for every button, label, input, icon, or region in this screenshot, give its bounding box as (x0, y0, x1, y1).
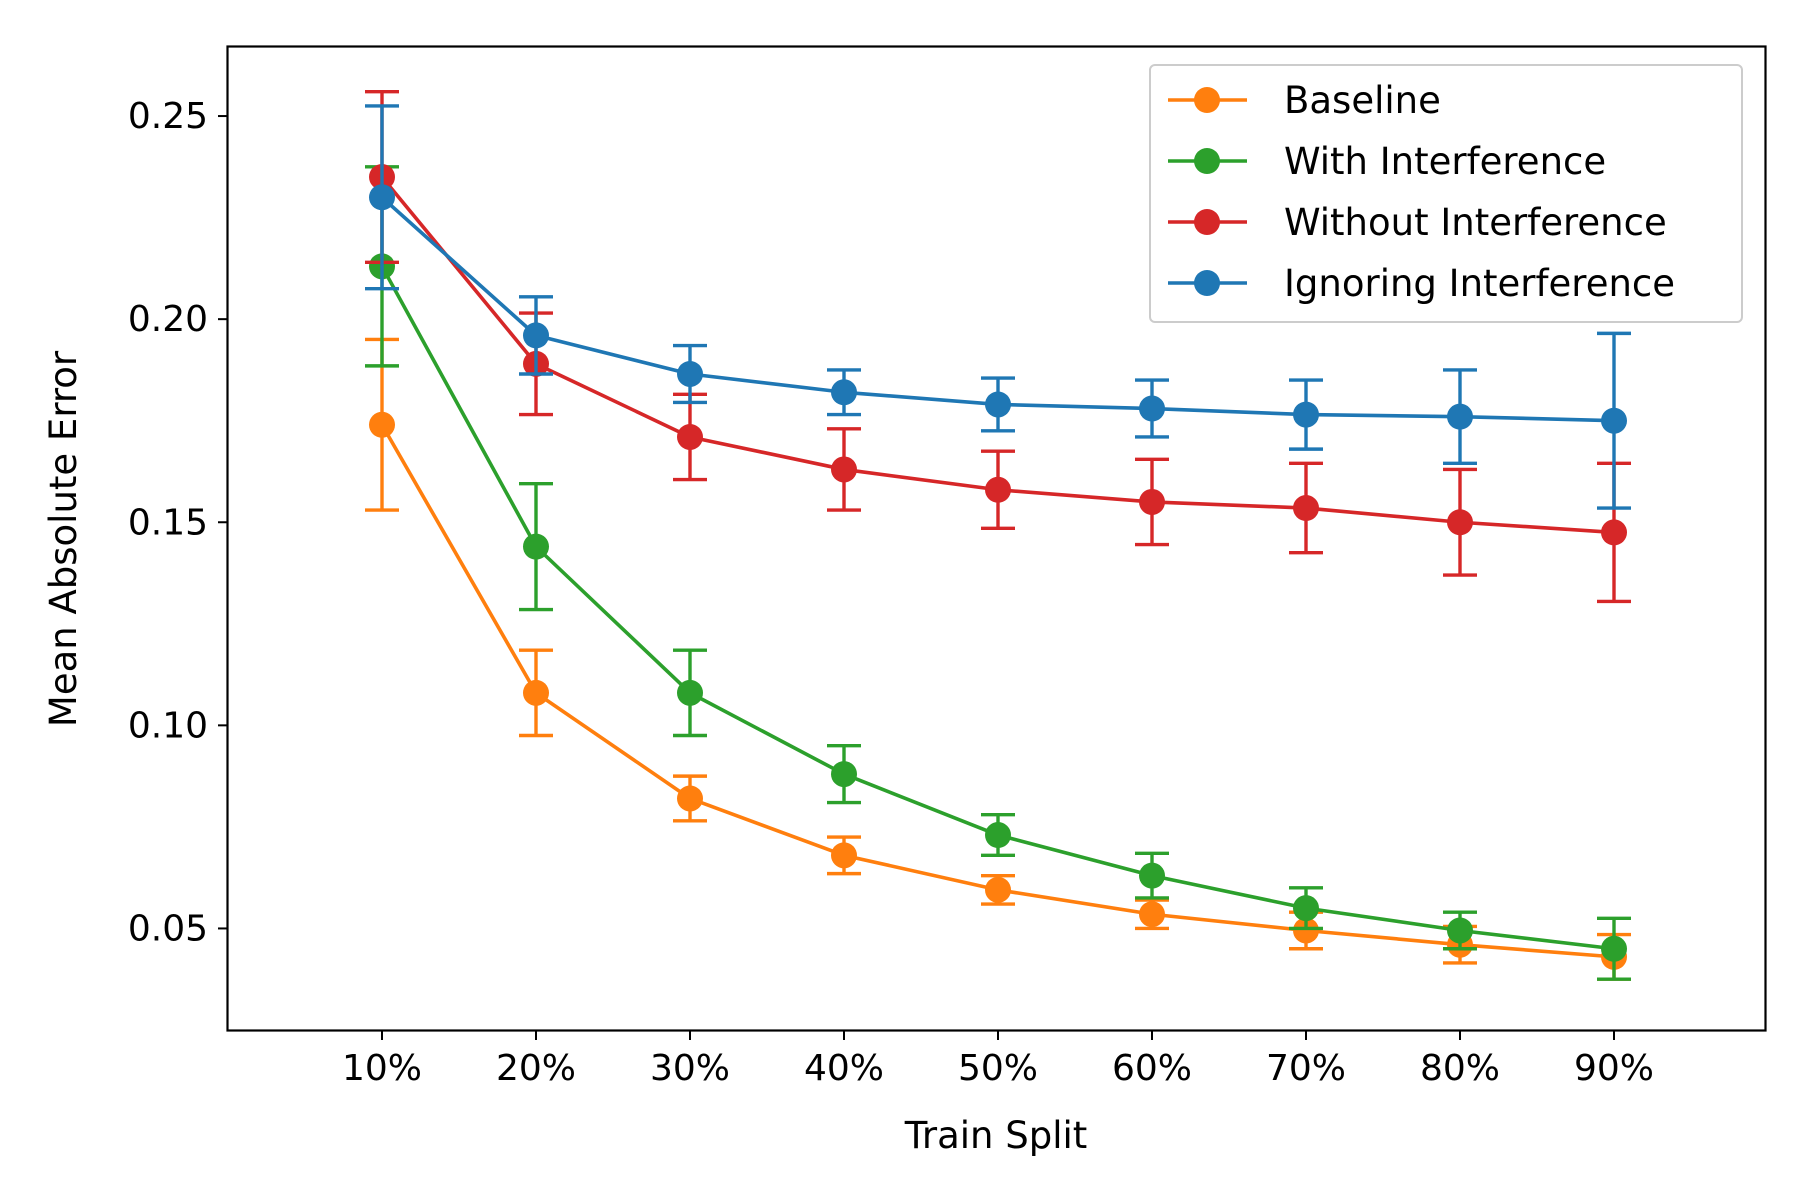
data-point (369, 184, 395, 211)
plot-frame (226, 45, 1767, 1032)
data-point (677, 360, 703, 387)
legend: Baseline With Interference Without Interfe… (1149, 64, 1743, 323)
y-tick-label: 0.15 (128, 502, 208, 543)
x-tick-label: 20% (496, 1048, 576, 1089)
data-point (1139, 488, 1165, 515)
legend-label: Without Interference (1284, 201, 1667, 244)
data-point (831, 761, 857, 788)
data-point (1447, 403, 1473, 430)
x-axis-label: Train Split (904, 1114, 1088, 1157)
data-point (831, 842, 857, 869)
data-point (677, 423, 703, 450)
legend-label: Baseline (1284, 79, 1441, 122)
legend-marker (1194, 270, 1220, 296)
series-layer (365, 89, 1631, 981)
data-point (1601, 935, 1627, 962)
series-group (365, 89, 1631, 604)
legend-marker (1194, 148, 1220, 174)
x-tick-label: 60% (1112, 1048, 1192, 1089)
data-point (523, 322, 549, 349)
y-tick-label: 0.25 (128, 96, 208, 137)
x-tick-label: 90% (1574, 1048, 1654, 1089)
x-tick-label: 40% (804, 1048, 884, 1089)
data-point (1293, 495, 1319, 522)
x-tick-label: 50% (958, 1048, 1038, 1089)
x-tick-label: 70% (1266, 1048, 1346, 1089)
data-point (523, 679, 549, 706)
data-point (1601, 519, 1627, 546)
series-group (365, 104, 1631, 510)
data-point (1601, 407, 1627, 434)
data-point (985, 822, 1011, 849)
data-point (1447, 509, 1473, 536)
legend-label: Ignoring Interference (1284, 262, 1675, 305)
data-point (677, 785, 703, 812)
data-point (677, 679, 703, 706)
data-point (831, 456, 857, 483)
x-tick-label: 30% (650, 1048, 730, 1089)
data-point (523, 533, 549, 560)
data-point (1447, 917, 1473, 944)
data-point (1139, 901, 1165, 928)
data-point (1139, 862, 1165, 889)
series-group (365, 165, 1631, 981)
y-tick-label: 0.05 (128, 908, 208, 949)
axis-layer: 10% 20% 30% 40% 50% 60% 70% 80% 90% 0.05 0.10 0.15 0… (128, 96, 1654, 1089)
data-point (369, 411, 395, 438)
data-point (831, 379, 857, 406)
legend-marker (1194, 87, 1220, 113)
data-point (1293, 401, 1319, 428)
y-axis-label: Mean Absolute Error (42, 350, 85, 727)
data-point (1293, 917, 1319, 944)
data-point (985, 391, 1011, 418)
y-tick-label: 0.10 (128, 705, 208, 746)
x-tick-label: 80% (1420, 1048, 1500, 1089)
data-point (1293, 895, 1319, 922)
x-tick-label: 10% (342, 1048, 422, 1089)
y-tick-label: 0.20 (128, 299, 208, 340)
legend-marker (1194, 209, 1220, 235)
data-point (1139, 395, 1165, 422)
legend-label: With Interference (1284, 140, 1606, 183)
data-point (985, 476, 1011, 503)
legend-box (1149, 64, 1743, 323)
data-point (985, 876, 1011, 903)
